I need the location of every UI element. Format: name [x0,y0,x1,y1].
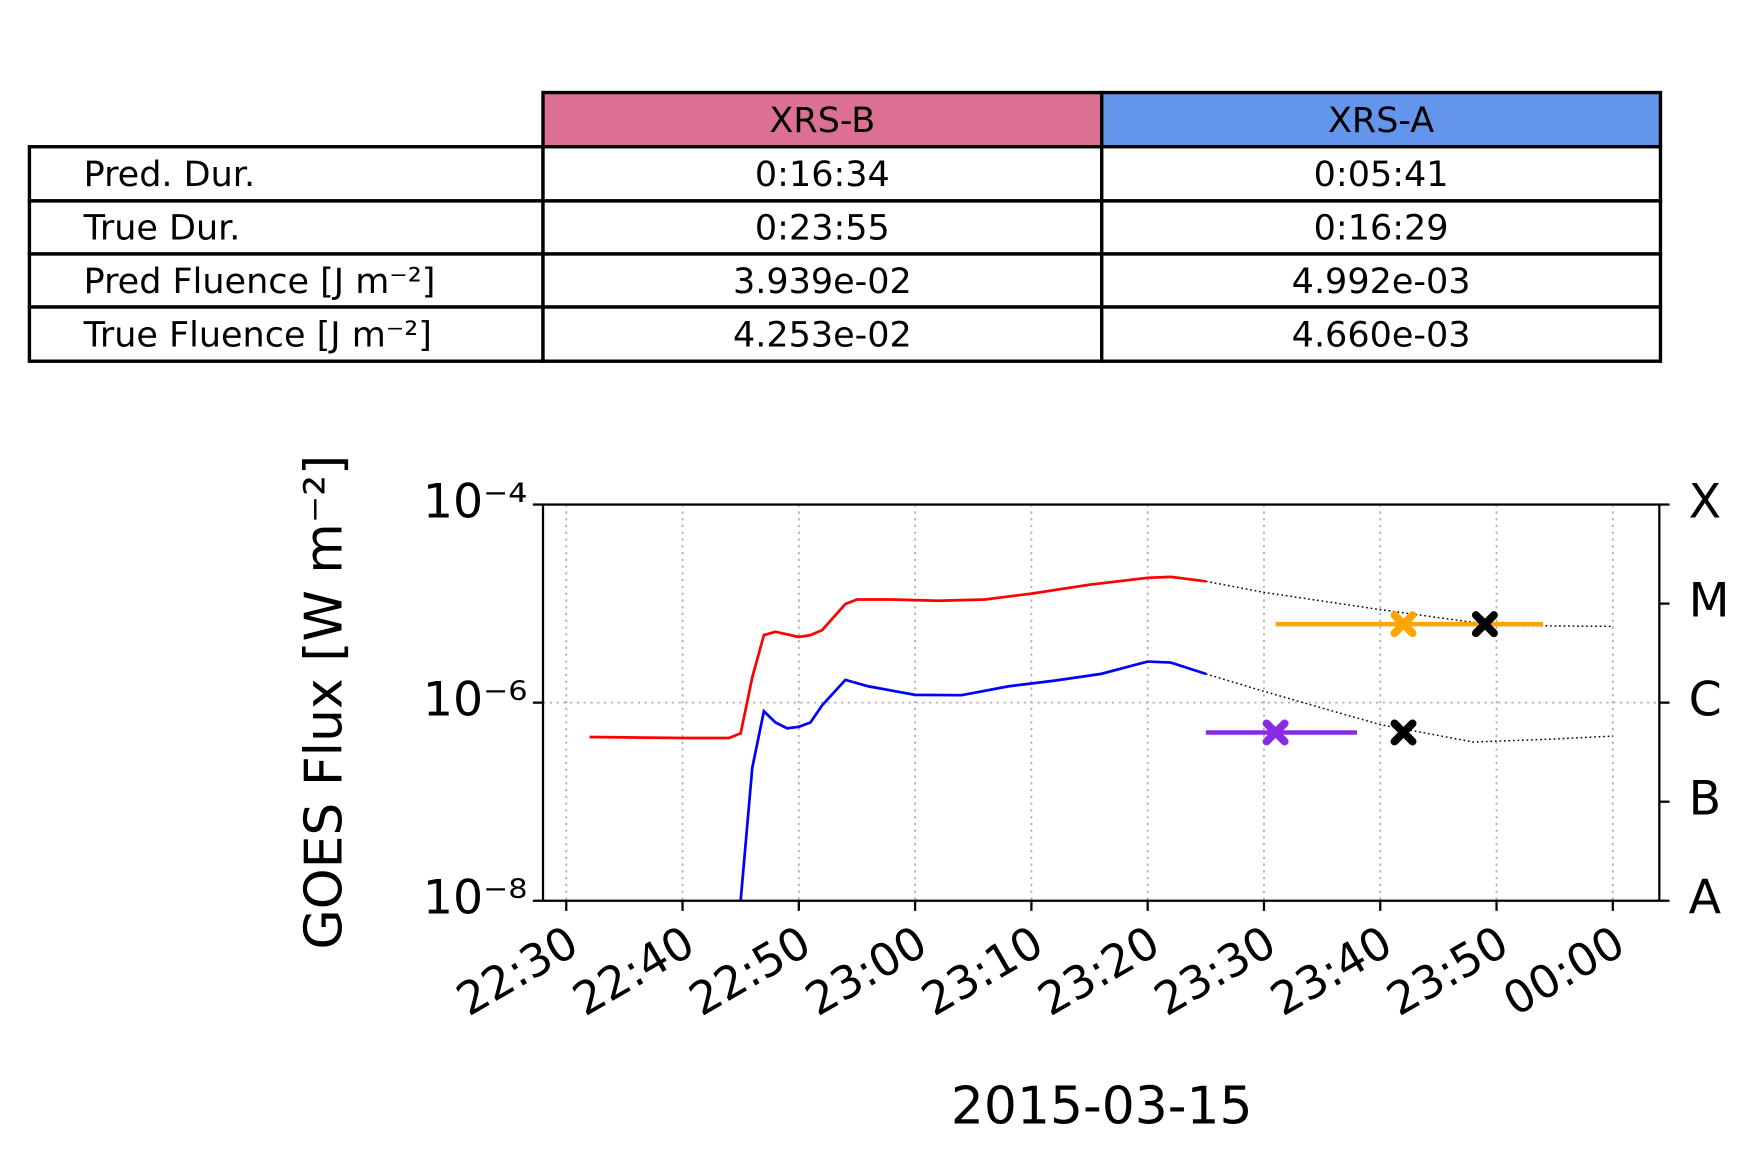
column-header: XRS-B [769,101,875,141]
table-cell [541,252,1104,309]
series-line [1205,580,1613,628]
x-tick-label: 22:40 [564,915,703,1026]
table-value: 0:16:34 [755,155,890,195]
marker [1390,719,1417,746]
table-value: 0:05:41 [1314,155,1449,195]
series-line [589,575,1206,740]
y2-tick-label: M [1689,574,1730,629]
x-tick-label: 00:00 [1494,915,1633,1026]
series-line [739,660,1207,901]
table-cell [1100,252,1663,309]
table-value: 4.992e-03 [1292,262,1471,302]
y2-tick-label: C [1689,673,1722,728]
x-tick-label: 22:30 [448,915,587,1026]
table-value: 3.939e-02 [733,262,912,302]
y2-tick-label: X [1689,475,1721,530]
marker [1262,719,1289,746]
x-tick-label: 23:40 [1262,915,1401,1026]
y2-tick-label: A [1689,871,1722,926]
y-tick-label: 10⁻⁴ [423,475,527,530]
marker [1390,611,1417,638]
table-value: 0:23:55 [755,209,890,249]
x-tick-label: 23:00 [796,915,935,1026]
series-line [1205,673,1613,743]
row-label: Pred. Dur. [84,155,255,195]
x-tick-label: 23:10 [913,915,1052,1026]
row-label: Pred Fluence [J m⁻²] [84,262,436,302]
table-value: 4.660e-03 [1292,315,1471,355]
marker [1471,611,1498,638]
table-cell [27,305,545,363]
y-tick-label: 10⁻⁸ [423,871,527,926]
plot-frame [541,503,1661,902]
row-label: True Dur. [83,209,241,249]
header-cell [541,90,1104,149]
table-value: 4.253e-02 [733,315,912,355]
y-tick-label: 10⁻⁶ [423,673,527,728]
y2-tick-label: B [1689,772,1722,827]
table-cell [27,199,545,256]
x-tick-label: 22:50 [680,915,819,1026]
table-cell [541,305,1104,363]
table-cell [1100,199,1663,256]
x-tick-label: 23:50 [1378,915,1517,1026]
table-value: 0:16:29 [1314,209,1449,249]
column-header: XRS-A [1328,101,1434,141]
table-cell [1100,305,1663,363]
x-axis-label: 2015-03-15 [951,1077,1253,1137]
y-axis-label: GOES Flux [W m⁻²] [294,455,354,950]
row-label: True Fluence [J m⁻²] [83,315,432,355]
x-tick-label: 23:30 [1145,915,1284,1026]
x-tick-label: 23:20 [1029,915,1168,1026]
